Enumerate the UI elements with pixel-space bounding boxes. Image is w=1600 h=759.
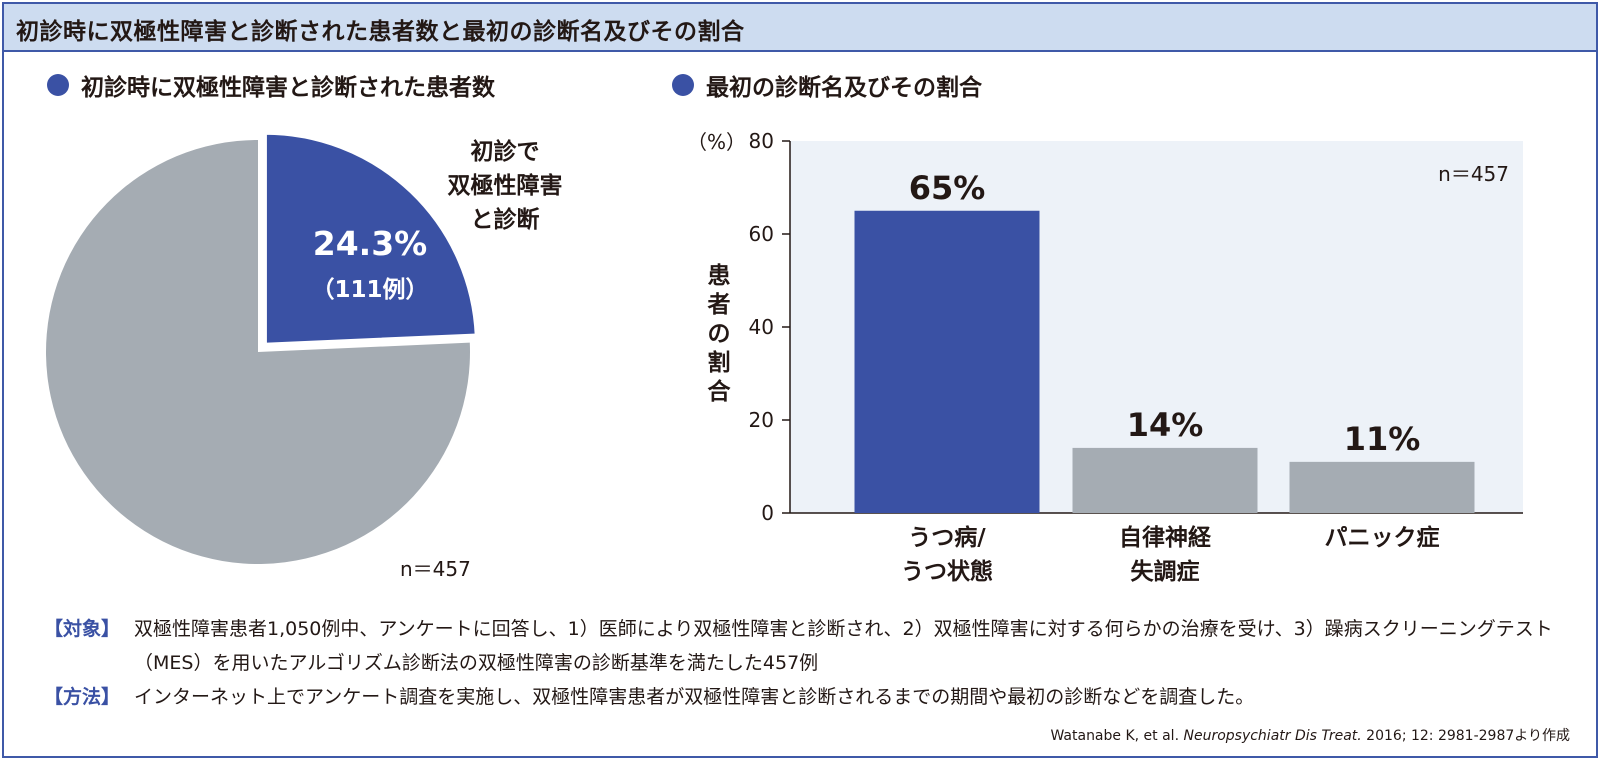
y-tick-label: 20 xyxy=(749,408,774,432)
bar-section-title: 最初の診断名及びその割合 xyxy=(672,68,982,102)
notes: 【対象】 双極性障害患者1,050例中、アンケートに回答し、1）医師により双極性… xyxy=(44,612,1564,714)
pie-section-title: 初診時に双極性障害と診断された患者数 xyxy=(47,68,495,102)
y-axis-label: 患 者 の 割 合 xyxy=(704,262,734,407)
header-bar: 初診時に双極性障害と診断された患者数と最初の診断名及びその割合 xyxy=(4,4,1596,52)
note-subjects: 【対象】 双極性障害患者1,050例中、アンケートに回答し、1）医師により双極性… xyxy=(44,612,1564,680)
x-category-label: 自律神経 xyxy=(1119,524,1212,551)
pie-chart xyxy=(46,130,479,564)
y-axis-label-char: 患 xyxy=(707,263,731,289)
x-category-label: パニック症 xyxy=(1325,524,1440,551)
pie-sample-size: n＝457 xyxy=(400,557,471,581)
pie-slice-rest xyxy=(46,140,471,564)
bar xyxy=(854,210,1040,513)
pie-slice-count: （111例） xyxy=(311,277,429,303)
bar-value-label: 14% xyxy=(1127,406,1204,444)
note-text: インターネット上でアンケート調査を実施し、双極性障害患者が双極性障害と診断される… xyxy=(134,686,1255,708)
citation-details: 2016; 12: 2981-2987より作成 xyxy=(1361,728,1570,744)
bar-sample-size: n＝457 xyxy=(1438,162,1509,186)
bar xyxy=(1072,447,1258,513)
citation-journal: Neuropsychiatr Dis Treat. xyxy=(1183,728,1362,744)
y-axis-label-char: 合 xyxy=(707,379,731,405)
bullet-icon xyxy=(672,74,694,96)
pie-section-title-text: 初診時に双極性障害と診断された患者数 xyxy=(81,75,495,101)
citation-authors: Watanabe K, et al. xyxy=(1050,728,1180,744)
figure-title: 初診時に双極性障害と診断された患者数と最初の診断名及びその割合 xyxy=(16,19,745,45)
pie-slice-label-line: 双極性障害 xyxy=(447,173,563,199)
y-tick-label: 40 xyxy=(749,315,774,339)
note-text: 双極性障害患者1,050例中、アンケートに回答し、1）医師により双極性障害と診断… xyxy=(134,618,1553,674)
y-axis-label-char: の xyxy=(707,321,731,347)
note-tag: 【対象】 xyxy=(44,618,121,640)
note-tag: 【方法】 xyxy=(44,686,121,708)
pie-slice-highlight xyxy=(262,130,479,347)
pie-slice-value: 24.3% xyxy=(312,224,428,263)
x-category-label: うつ病/ xyxy=(908,524,986,551)
bullet-icon xyxy=(47,74,69,96)
bar-value-label: 65% xyxy=(909,169,986,207)
y-axis-label-char: 者 xyxy=(707,292,731,318)
y-tick-label: 0 xyxy=(761,501,774,525)
bar-value-label: 11% xyxy=(1344,420,1421,458)
pie-slice-label: 初診で 双極性障害 と診断 xyxy=(430,135,580,237)
pie-slice-label-line: 初診で xyxy=(470,139,540,165)
y-axis-label-char: 割 xyxy=(707,350,731,376)
pie-slice-label-line: と診断 xyxy=(470,207,540,233)
note-method: 【方法】 インターネット上でアンケート調査を実施し、双極性障害患者が双極性障害と… xyxy=(44,680,1564,714)
bar xyxy=(1289,461,1475,513)
y-tick-label: 80 xyxy=(749,129,774,153)
bar-section-title-text: 最初の診断名及びその割合 xyxy=(706,75,982,101)
y-axis-unit: （%） xyxy=(690,130,746,154)
citation: Watanabe K, et al. Neuropsychiatr Dis Tr… xyxy=(1050,725,1570,745)
x-category-label: 失調症 xyxy=(1131,558,1200,585)
y-tick-label: 60 xyxy=(749,222,774,246)
x-category-label: うつ状態 xyxy=(901,558,993,585)
